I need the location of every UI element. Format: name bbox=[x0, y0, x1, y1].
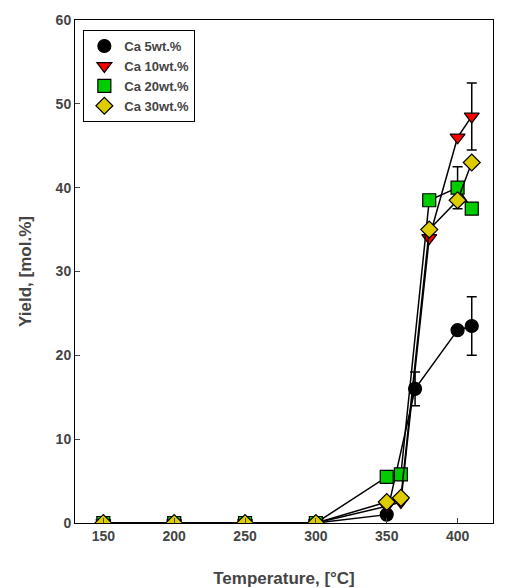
svg-text:350: 350 bbox=[375, 528, 399, 544]
svg-text:250: 250 bbox=[233, 528, 257, 544]
svg-text:20: 20 bbox=[56, 347, 72, 363]
svg-text:Temperature, [°C]: Temperature, [°C] bbox=[213, 569, 355, 588]
svg-text:200: 200 bbox=[163, 528, 187, 544]
svg-text:0: 0 bbox=[63, 515, 71, 531]
svg-text:Ca 5wt.%: Ca 5wt.% bbox=[124, 39, 182, 54]
svg-text:50: 50 bbox=[56, 96, 72, 112]
svg-text:40: 40 bbox=[56, 180, 72, 196]
svg-text:Yield, [mol.%]: Yield, [mol.%] bbox=[16, 216, 35, 327]
svg-text:30: 30 bbox=[56, 263, 72, 279]
svg-text:400: 400 bbox=[446, 528, 470, 544]
svg-text:Ca 20wt.%: Ca 20wt.% bbox=[124, 79, 189, 94]
svg-text:150: 150 bbox=[92, 528, 116, 544]
svg-text:300: 300 bbox=[304, 528, 328, 544]
svg-text:10: 10 bbox=[56, 431, 72, 447]
svg-text:Ca 30wt.%: Ca 30wt.% bbox=[124, 99, 189, 114]
svg-text:60: 60 bbox=[56, 12, 72, 28]
svg-text:Ca 10wt.%: Ca 10wt.% bbox=[124, 59, 189, 74]
